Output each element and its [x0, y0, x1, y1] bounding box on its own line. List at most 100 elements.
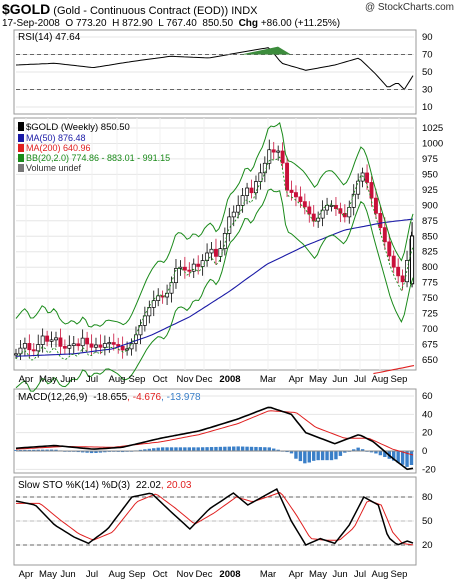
price-tick-label: 975	[422, 154, 438, 165]
chg-value: +86.00 (+11.25%)	[260, 18, 341, 29]
rsi-tick-label: 50	[422, 67, 433, 78]
x-tick-label: Jul	[354, 374, 366, 385]
macd-histogram-bar	[223, 446, 227, 451]
candle-body	[27, 343, 32, 351]
y-axis-ticks: 1025100097595092590087585082580077575072…	[422, 32, 443, 551]
sto-label: Slow STO %K(14) %D(3)	[18, 480, 130, 491]
macd-histogram-bar	[294, 451, 298, 459]
ma200-line	[373, 365, 415, 375]
x-tick-label: Aug	[372, 569, 389, 580]
x-tick-label: Jun	[332, 569, 347, 580]
macd-histogram-bar	[85, 451, 89, 453]
candle-body	[276, 150, 281, 153]
candle-body	[214, 248, 218, 257]
x-tick-label: Sep	[129, 569, 146, 580]
macd-histogram-bar	[94, 451, 98, 453]
macd-histogram-bar	[360, 449, 365, 451]
candle-body	[365, 172, 370, 183]
legend-swatch-price	[18, 122, 24, 131]
legend-swatch-volume	[18, 164, 24, 172]
candle-body-last	[409, 235, 415, 285]
macd-histogram-bar	[356, 447, 360, 451]
bb-middle-line	[15, 156, 414, 361]
x-tick-label: Oct	[153, 374, 168, 385]
candle-body	[107, 342, 112, 345]
macd-histogram-bar	[303, 451, 307, 464]
candle-body	[271, 149, 276, 153]
candle-body	[156, 295, 161, 301]
candle-body	[89, 343, 94, 348]
candle-body	[169, 282, 174, 294]
macd-histogram-bar	[249, 446, 254, 451]
macd-histogram-bar	[298, 451, 303, 462]
candle-body	[240, 195, 245, 206]
price-tick-label: 800	[422, 262, 438, 273]
macd-histogram-bar	[187, 447, 192, 451]
macd-histogram-bar	[156, 447, 160, 451]
macd-histogram-bar	[103, 451, 107, 453]
price-tick-label: 1000	[422, 138, 443, 149]
price-tick-label: 875	[422, 216, 438, 227]
macd-histogram-bar	[178, 447, 183, 451]
candle-body	[187, 269, 192, 272]
macd-histogram-bar	[320, 451, 325, 461]
macd-histogram-bar	[325, 451, 329, 461]
price-tick-label: 650	[422, 355, 438, 366]
candle-body	[129, 343, 134, 350]
x-tick-label: Apr	[19, 569, 34, 580]
price-tick-label: 1025	[422, 123, 443, 134]
candle-body	[231, 211, 236, 218]
candle-body	[22, 343, 27, 349]
macd-histogram-bar	[192, 447, 196, 451]
macd-histogram-bar	[32, 449, 36, 451]
macd-histogram-bar	[205, 447, 209, 451]
sto-k-line	[15, 487, 414, 546]
chart-title: $GOLD (Gold - Continuous Contract (EOD))…	[2, 1, 257, 17]
candle-body	[142, 315, 147, 326]
macd-histogram-bar	[307, 451, 311, 463]
legend-swatch-ma50	[18, 134, 24, 142]
candle-body	[138, 325, 143, 336]
price-tick-label: 700	[422, 324, 438, 335]
macd-histogram-bar	[165, 447, 169, 451]
price-tick-label: 750	[422, 293, 438, 304]
candle-body	[174, 268, 178, 284]
macd-label: MACD(12,26,9)	[18, 392, 87, 403]
candle-body	[280, 150, 285, 164]
candle-body	[400, 275, 405, 283]
x-tick-label: Sep	[391, 569, 408, 580]
candle-body	[62, 346, 67, 349]
candle-body	[120, 345, 125, 351]
candle-body	[351, 193, 356, 208]
brand-logo: @ StockCharts.com	[364, 2, 454, 13]
price-tick-label: 825	[422, 247, 438, 258]
macd-histogram-bar	[40, 449, 45, 451]
candle-body	[98, 344, 103, 348]
price-tick-label: 725	[422, 309, 438, 320]
macd-panel	[13, 388, 417, 474]
candle-body	[76, 343, 81, 347]
x-tick-label: Oct	[153, 569, 168, 580]
macd-histogram-bar	[396, 451, 400, 463]
macd-histogram-bar	[374, 451, 378, 454]
candle-body	[245, 187, 250, 196]
candle-body	[49, 339, 54, 342]
macd-histogram-bar	[169, 447, 174, 451]
candle-body	[196, 263, 201, 267]
price-tick-label: 850	[422, 231, 438, 242]
candle-body	[36, 344, 41, 352]
candle-body	[391, 255, 396, 268]
legend-bb: BB(20,2.0) 774.86 - 883.01 - 991.15	[26, 153, 170, 163]
macd-histogram-bar	[45, 449, 49, 451]
bb-upper-line	[15, 122, 414, 328]
x-tick-label: Dec	[196, 569, 213, 580]
candle-body	[80, 337, 85, 347]
macd-histogram-bar	[409, 451, 414, 466]
candle-body	[71, 343, 76, 346]
macd-histogram-bar	[338, 451, 343, 456]
macd-histogram-bar	[138, 449, 143, 451]
candle-body	[147, 307, 152, 317]
rsi-tick-label: 30	[422, 85, 433, 96]
open-value: 773.20	[75, 18, 107, 29]
